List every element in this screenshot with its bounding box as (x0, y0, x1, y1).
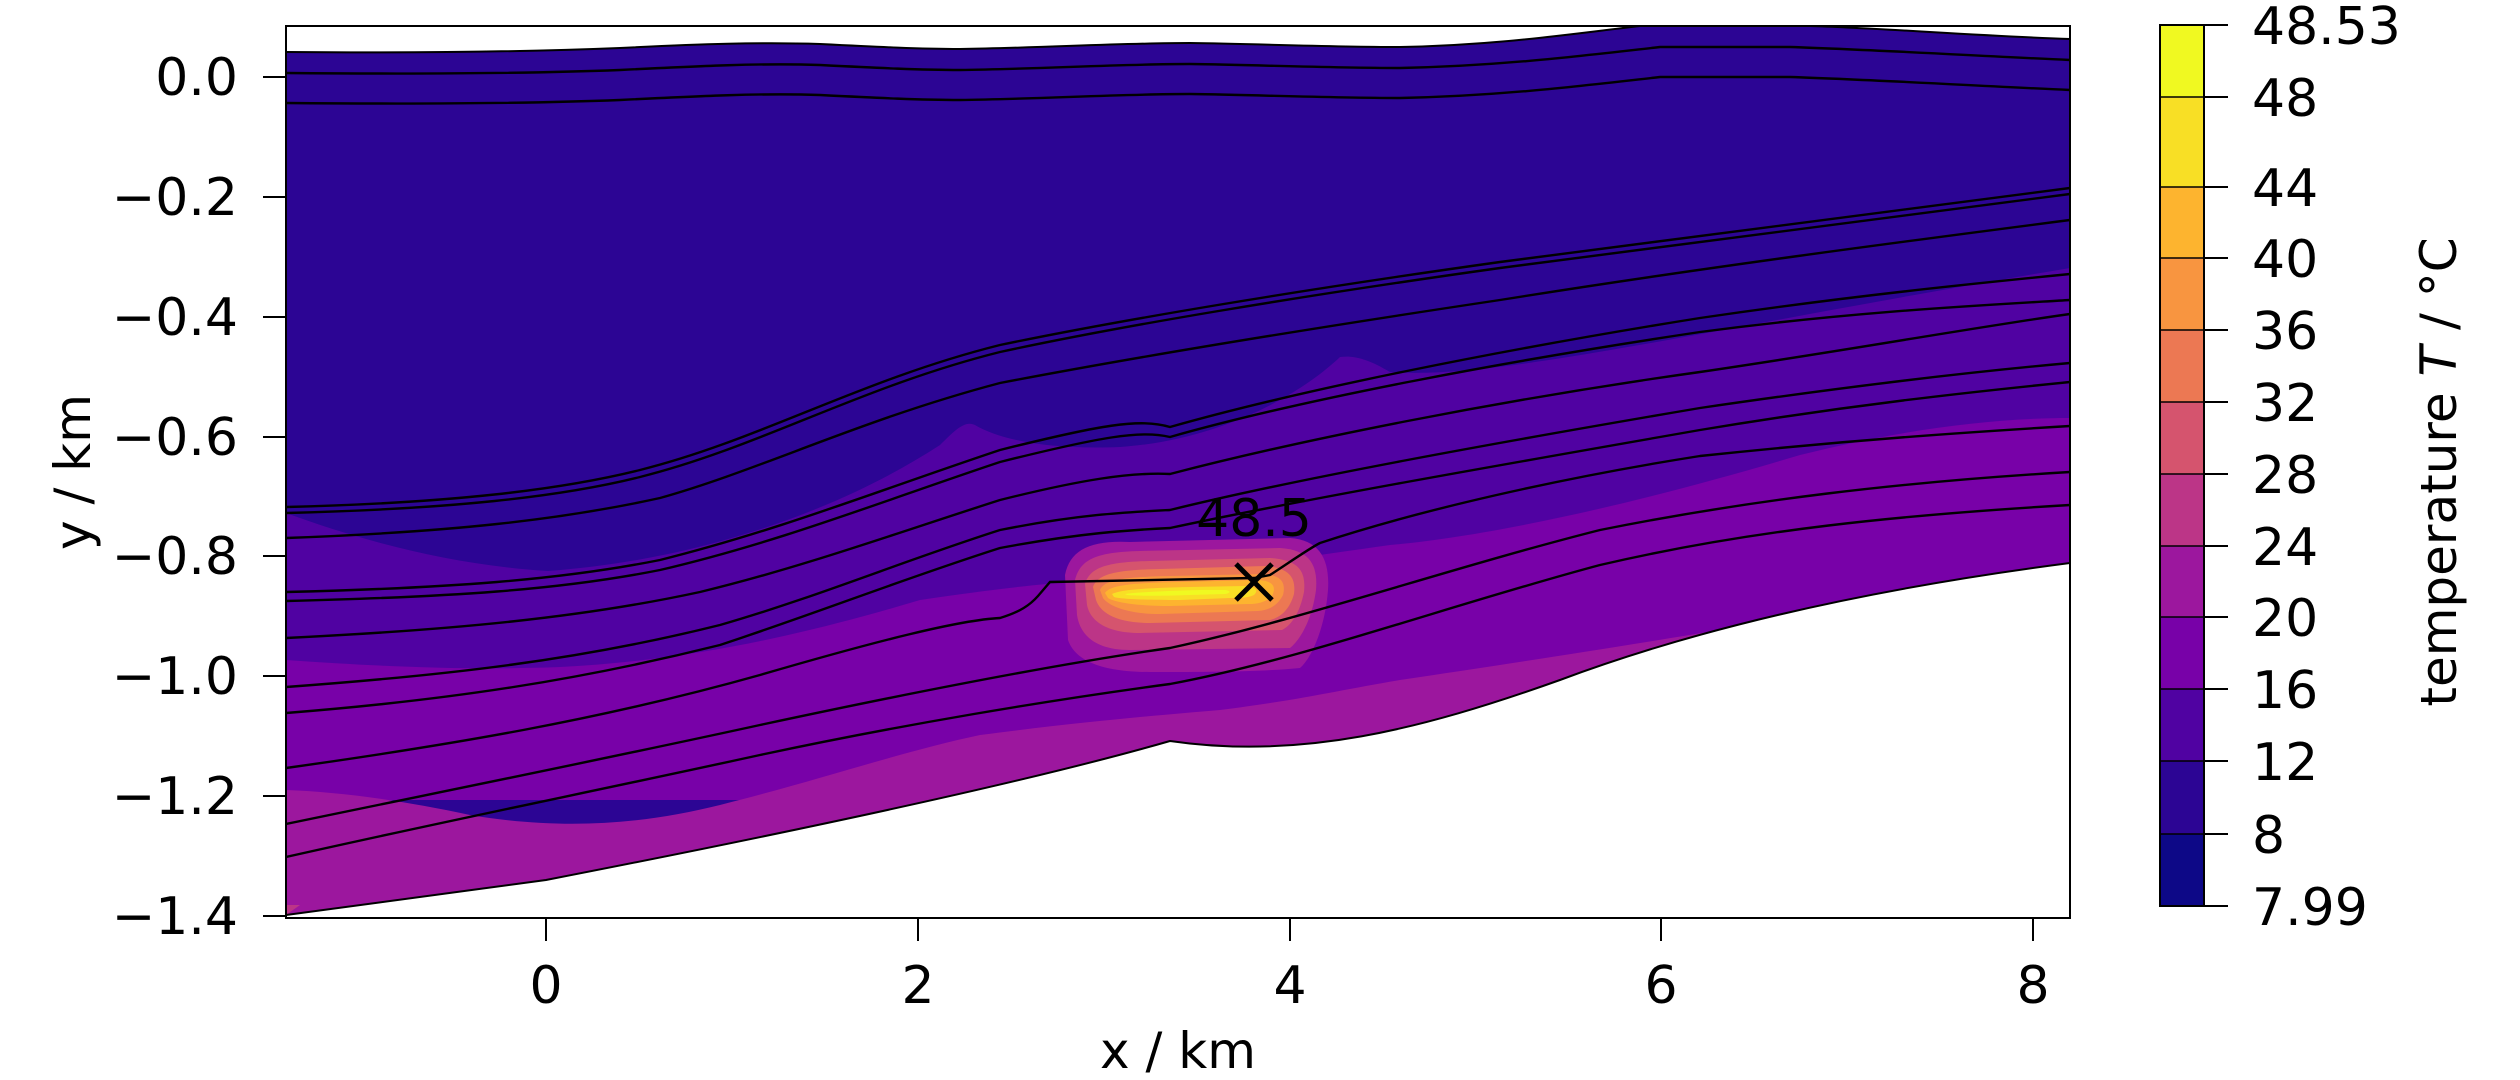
streamline-11 (286, 503, 2070, 859)
x-tick-labels: 0 2 4 6 8 (529, 956, 2049, 1016)
streamlines (286, 26, 2070, 916)
colorbar-tick-label: 44 (2252, 159, 2318, 219)
temperature-field (286, 26, 2070, 915)
streamline-6 (286, 312, 2070, 640)
colorbar-tick-label: 36 (2252, 302, 2318, 362)
colorbar-tick-label: 16 (2252, 661, 2318, 721)
surface-line-2 (286, 75, 2070, 105)
x-tick-label: 6 (1644, 956, 1677, 1016)
colorbar-label: temperature T / °C (2410, 237, 2468, 706)
x-axis (545, 918, 2034, 941)
colorbar (2159, 24, 2228, 907)
peak-temperature-label: 48.5 (1196, 489, 1312, 549)
domain-bottom-boundary (286, 562, 2070, 916)
colorbar-tick-label: 8 (2252, 806, 2285, 866)
colorbar-tick-label: 32 (2252, 374, 2318, 434)
y-tick-label: −1.4 (112, 887, 238, 947)
max-temperature-marker (1234, 562, 1274, 602)
colorbar-tick-labels: 7.99 8 12 16 20 24 28 32 36 40 44 48 48.… (2252, 0, 2401, 938)
colorbar-tick-label: 48 (2252, 69, 2318, 129)
y-axis (263, 76, 286, 917)
colorbar-tick-label: 24 (2252, 518, 2318, 578)
plot-frame (285, 25, 2071, 919)
y-tick-labels: 0.0 −0.2 −0.4 −0.6 −0.8 −1.0 −1.2 −1.4 (112, 48, 238, 947)
x-tick-label: 4 (1273, 956, 1306, 1016)
x-tick-label: 8 (2016, 956, 2049, 1016)
streamline-1 (286, 186, 2070, 509)
x-tick-label: 2 (901, 956, 934, 1016)
colorbar-tick-label: 40 (2252, 230, 2318, 290)
streamline-8 (286, 380, 2070, 715)
streamline-7 (286, 361, 2070, 689)
heat-anomaly (1065, 538, 1329, 672)
x-axis-label: x / km (1100, 1022, 1256, 1080)
y-tick-label: −0.6 (112, 408, 238, 468)
x-tick-label: 0 (529, 956, 562, 1016)
colorbar-tick-label: 48.53 (2252, 0, 2401, 57)
colorbar-tick-label: 7.99 (2252, 878, 2368, 938)
colorbar-tick-label: 28 (2252, 446, 2318, 506)
y-tick-label: −0.4 (112, 288, 238, 348)
streamline-10 (286, 470, 2070, 826)
y-tick-label: −1.2 (112, 767, 238, 827)
y-tick-label: −0.8 (112, 527, 238, 587)
streamline-5 (286, 298, 2070, 603)
y-tick-label: −0.2 (112, 168, 238, 228)
y-tick-label: 0.0 (155, 48, 238, 108)
colorbar-tick-label: 12 (2252, 733, 2318, 793)
y-tick-label: −1.0 (112, 647, 238, 707)
streamline-4 (286, 272, 2070, 594)
streamline-2 (286, 192, 2070, 515)
band-24-28-corner (286, 905, 300, 915)
surface-line-1 (286, 45, 2070, 75)
y-axis-label: y / km (44, 394, 102, 550)
streamline-3 (286, 218, 2070, 540)
colorbar-tick-label: 20 (2252, 589, 2318, 649)
